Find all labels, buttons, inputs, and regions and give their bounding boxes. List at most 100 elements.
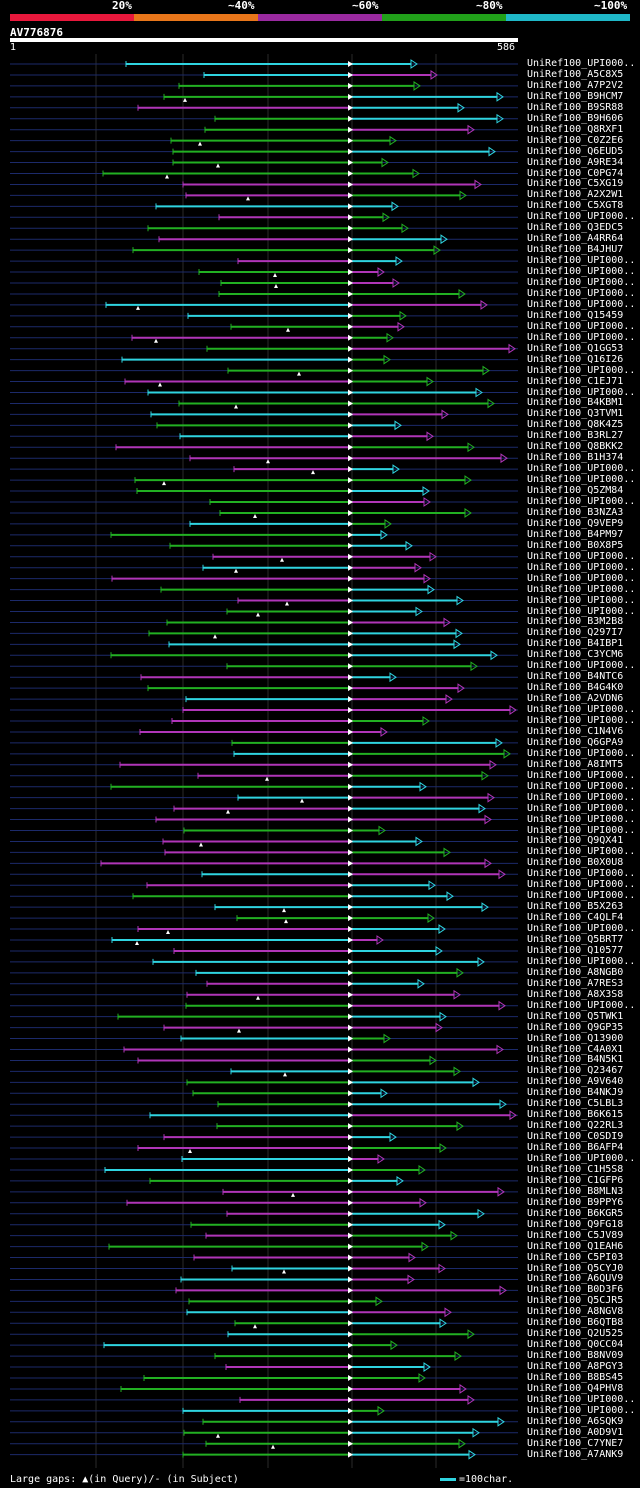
hit-label[interactable]: UniRef100_UPI000.. bbox=[527, 890, 636, 902]
hit-label[interactable]: UniRef100_UPI000.. bbox=[527, 58, 636, 69]
hit-label[interactable]: UniRef100_Q0CC04 bbox=[527, 1339, 624, 1351]
hit-label[interactable]: UniRef100_UPI000.. bbox=[527, 320, 636, 332]
hit-label[interactable]: UniRef100_B8BS45 bbox=[527, 1372, 624, 1383]
hit-label[interactable]: UniRef100_C7YNE7 bbox=[527, 1437, 624, 1449]
hit-label[interactable]: UniRef100_B9SR88 bbox=[527, 101, 624, 113]
hit-label[interactable]: UniRef100_C4QLF4 bbox=[527, 912, 624, 924]
hit-label[interactable]: UniRef100_C1GFP6 bbox=[527, 1174, 624, 1186]
hit-label[interactable]: UniRef100_UPI000.. bbox=[527, 298, 636, 310]
hit-label[interactable]: UniRef100_Q3EDC5 bbox=[527, 222, 624, 234]
hit-label[interactable]: UniRef100_C5JV89 bbox=[527, 1229, 624, 1241]
hit-label[interactable]: UniRef100_Q23467 bbox=[527, 1065, 624, 1077]
hit-label[interactable]: UniRef100_B4N5K1 bbox=[527, 1054, 624, 1066]
hit-label[interactable]: UniRef100_UPI000.. bbox=[527, 255, 636, 267]
hit-label[interactable]: UniRef100_C5XGT8 bbox=[527, 200, 624, 212]
hit-label[interactable]: UniRef100_A2X2W1 bbox=[527, 189, 624, 201]
hit-label[interactable]: UniRef100_UPI000.. bbox=[527, 780, 636, 792]
hit-label[interactable]: UniRef100_B1H374 bbox=[527, 452, 624, 464]
hit-label[interactable]: UniRef100_A0D9V1 bbox=[527, 1426, 624, 1438]
hit-label[interactable]: UniRef100_Q8K4Z5 bbox=[527, 419, 624, 431]
hit-label[interactable]: UniRef100_UPI000.. bbox=[527, 364, 636, 376]
hit-label[interactable]: UniRef100_UPI000.. bbox=[527, 1404, 636, 1416]
hit-label[interactable]: UniRef100_B4NTC6 bbox=[527, 671, 624, 683]
hit-label[interactable]: UniRef100_UPI000.. bbox=[527, 605, 636, 617]
hit-label[interactable]: UniRef100_UPI000.. bbox=[527, 287, 636, 299]
hit-label[interactable]: UniRef100_A7RES3 bbox=[527, 977, 624, 989]
hit-label[interactable]: UniRef100_B9PPY6 bbox=[527, 1196, 624, 1208]
hit-label[interactable]: UniRef100_A8NGB0 bbox=[527, 966, 624, 978]
hit-label[interactable]: UniRef100_B4G4K0 bbox=[527, 682, 624, 694]
hit-label[interactable]: UniRef100_Q13900 bbox=[527, 1032, 624, 1044]
hit-label[interactable]: UniRef100_Q5TWK1 bbox=[527, 1010, 624, 1022]
hit-label[interactable]: UniRef100_UPI000.. bbox=[527, 463, 636, 475]
hit-label[interactable]: UniRef100_UPI000.. bbox=[527, 1393, 636, 1405]
hit-label[interactable]: UniRef100_UPI000.. bbox=[527, 561, 636, 573]
hit-label[interactable]: UniRef100_Q22RL3 bbox=[527, 1120, 624, 1132]
hit-label[interactable]: UniRef100_C0SDI9 bbox=[527, 1131, 624, 1143]
hit-label[interactable]: UniRef100_A5C8X5 bbox=[527, 68, 624, 80]
hit-label[interactable]: UniRef100_UPI000.. bbox=[527, 955, 636, 967]
hit-label[interactable]: UniRef100_C5LBL3 bbox=[527, 1098, 624, 1110]
hit-label[interactable]: UniRef100_A8IMT5 bbox=[527, 758, 624, 770]
hit-label[interactable]: UniRef100_C0PG74 bbox=[527, 167, 624, 179]
hit-label[interactable]: UniRef100_B4PM97 bbox=[527, 528, 624, 540]
hit-label[interactable]: UniRef100_B4KBM1 bbox=[527, 397, 624, 409]
hit-label[interactable]: UniRef100_B0X8P5 bbox=[527, 539, 624, 551]
hit-label[interactable]: UniRef100_Q16I26 bbox=[527, 353, 624, 365]
hit-label[interactable]: UniRef100_B6AFP4 bbox=[527, 1142, 624, 1154]
hit-label[interactable]: UniRef100_B3NZA3 bbox=[527, 506, 624, 518]
hit-label[interactable]: UniRef100_Q6EUD5 bbox=[527, 145, 624, 157]
hit-label[interactable]: UniRef100_B9H606 bbox=[527, 112, 624, 124]
hit-label[interactable]: UniRef100_Q1EAH6 bbox=[527, 1240, 624, 1252]
hit-label[interactable]: UniRef100_A8NGV8 bbox=[527, 1306, 624, 1318]
hit-label[interactable]: UniRef100_Q5BRT7 bbox=[527, 934, 624, 945]
hit-label[interactable]: UniRef100_UPI000.. bbox=[527, 550, 636, 562]
hit-label[interactable]: UniRef100_B6K615 bbox=[527, 1109, 624, 1121]
hit-label[interactable]: UniRef100_UPI000.. bbox=[527, 923, 636, 935]
hit-label[interactable]: UniRef100_B3RL27 bbox=[527, 430, 624, 442]
hit-label[interactable]: UniRef100_B3M2B8 bbox=[527, 616, 624, 628]
hit-label[interactable]: UniRef100_Q5CJR5 bbox=[527, 1295, 624, 1307]
hit-label[interactable]: UniRef100_UPI000.. bbox=[527, 386, 636, 398]
hit-label[interactable]: UniRef100_UPI000.. bbox=[527, 747, 636, 759]
hit-label[interactable]: UniRef100_C1N4V6 bbox=[527, 725, 624, 737]
hit-label[interactable]: UniRef100_B5X263 bbox=[527, 901, 624, 913]
hit-label[interactable]: UniRef100_UPI000.. bbox=[527, 813, 636, 825]
hit-label[interactable]: UniRef100_A7P2V2 bbox=[527, 79, 624, 91]
hit-label[interactable]: UniRef100_UPI000.. bbox=[527, 660, 636, 672]
hit-label[interactable]: UniRef100_B4NKJ9 bbox=[527, 1087, 624, 1099]
hit-label[interactable]: UniRef100_UPI000.. bbox=[527, 572, 636, 584]
hit-label[interactable]: UniRef100_C0Z2E6 bbox=[527, 134, 624, 146]
hit-label[interactable]: UniRef100_UPI000.. bbox=[527, 868, 636, 880]
hit-label[interactable]: UniRef100_B4JHU7 bbox=[527, 244, 624, 256]
hit-label[interactable]: UniRef100_UPI000.. bbox=[527, 824, 636, 836]
hit-label[interactable]: UniRef100_B8MLN3 bbox=[527, 1185, 624, 1197]
hit-label[interactable]: UniRef100_Q9QX41 bbox=[527, 835, 624, 847]
hit-label[interactable]: UniRef100_UPI000.. bbox=[527, 704, 636, 716]
hit-label[interactable]: UniRef100_Q5CYJ0 bbox=[527, 1262, 624, 1274]
hit-label[interactable]: UniRef100_UPI000.. bbox=[527, 331, 636, 343]
hit-label[interactable]: UniRef100_A8X3S8 bbox=[527, 988, 624, 1000]
hit-label[interactable]: UniRef100_A6SQK9 bbox=[527, 1415, 624, 1427]
hit-label[interactable]: UniRef100_UPI000.. bbox=[527, 879, 636, 891]
hit-label[interactable]: UniRef100_Q4PHV8 bbox=[527, 1382, 624, 1394]
hit-label[interactable]: UniRef100_UPI000.. bbox=[527, 211, 636, 223]
hit-label[interactable]: UniRef100_Q10577 bbox=[527, 944, 624, 956]
hit-label[interactable]: UniRef100_UPI000.. bbox=[527, 583, 636, 595]
hit-label[interactable]: UniRef100_UPI000.. bbox=[527, 496, 636, 507]
hit-label[interactable]: UniRef100_A2VDN6 bbox=[527, 693, 624, 705]
hit-label[interactable]: UniRef100_B9HCM7 bbox=[527, 90, 624, 102]
hit-label[interactable]: UniRef100_Q9GP35 bbox=[527, 1021, 624, 1033]
hit-label[interactable]: UniRef100_UPI000.. bbox=[527, 1153, 636, 1164]
hit-label[interactable]: UniRef100_A9V640 bbox=[527, 1076, 624, 1088]
hit-label[interactable]: UniRef100_C3YCM6 bbox=[527, 649, 624, 661]
hit-label[interactable]: UniRef100_Q3TVM1 bbox=[527, 408, 624, 420]
hit-label[interactable]: UniRef100_B4IBP1 bbox=[527, 638, 624, 650]
hit-label[interactable]: UniRef100_C5PI03 bbox=[527, 1251, 624, 1263]
hit-label[interactable]: UniRef100_UPI000.. bbox=[527, 769, 636, 781]
hit-label[interactable]: UniRef100_B0X0U8 bbox=[527, 857, 624, 869]
hit-label[interactable]: UniRef100_A6QUV9 bbox=[527, 1273, 624, 1285]
hit-label[interactable]: UniRef100_UPI000.. bbox=[527, 846, 636, 858]
hit-label[interactable]: UniRef100_C1EJ71 bbox=[527, 375, 624, 387]
hit-label[interactable]: UniRef100_Q297I7 bbox=[527, 627, 624, 639]
